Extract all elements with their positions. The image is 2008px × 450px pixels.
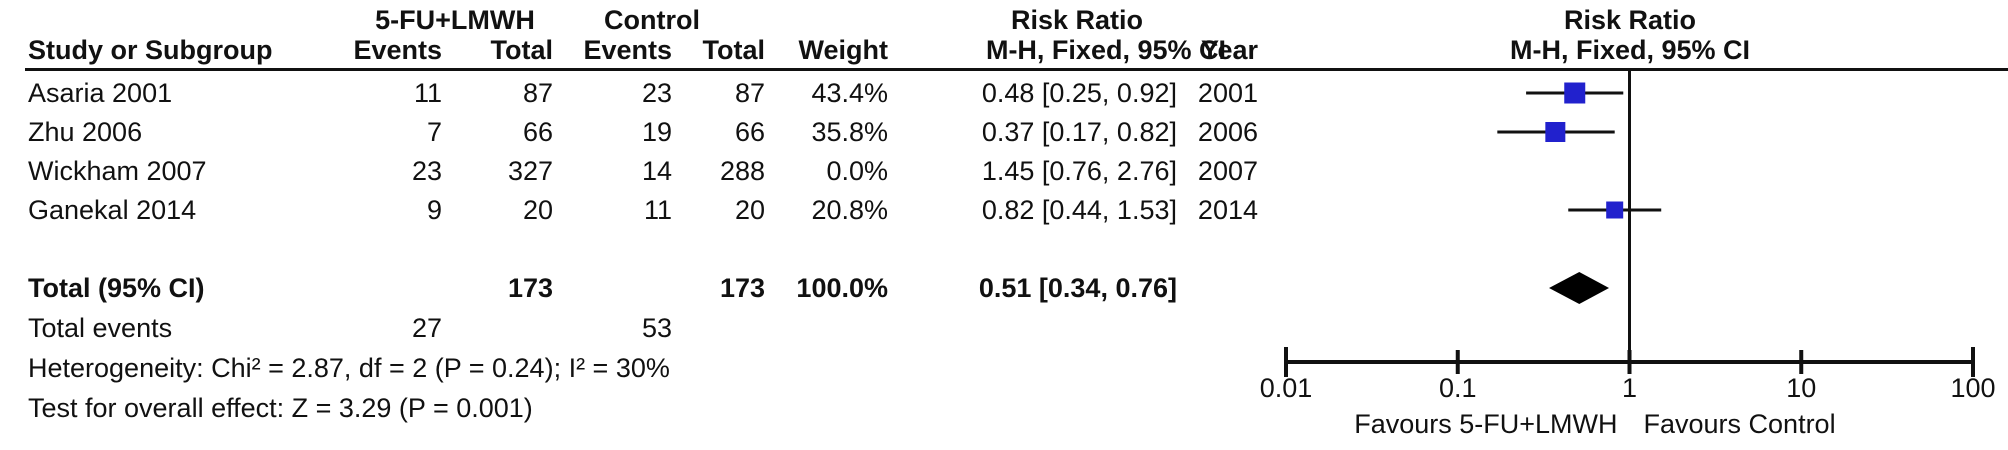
ci-value: 0.48 [0.25, 0.92] (981, 78, 1177, 108)
header-divider-rule (25, 68, 2008, 71)
ci-value: 0.37 [0.17, 0.82] (981, 117, 1177, 147)
plot-title: Risk Ratio (1563, 5, 1697, 35)
total-events-label: Total events (28, 313, 173, 343)
overall-effect-row: Test for overall effect: Z = 3.29 (P = 0… (0, 388, 2008, 428)
study-label: Ganekal 2014 (28, 195, 197, 225)
heterogeneity-text: Heterogeneity: Chi² = 2.87, df = 2 (P = … (28, 353, 670, 383)
total1-value: 327 (507, 156, 553, 186)
table-row: Ganekal 2014 9 20 11 20 20.8% 0.82 [0.44… (0, 190, 2008, 230)
weight-sum: 100.0% (796, 273, 888, 303)
total-events1: 27 (411, 313, 442, 343)
events2-value: 23 (641, 78, 672, 108)
risk-ratio-column-header: Risk Ratio (1010, 5, 1144, 35)
weight-value: 35.8% (811, 117, 888, 147)
overall-effect-text: Test for overall effect: Z = 3.29 (P = 0… (28, 393, 533, 423)
total1-value: 20 (522, 195, 553, 225)
study-column-header: Study or Subgroup (28, 35, 273, 65)
pooled-ci: 0.51 [0.34, 0.76] (978, 273, 1177, 303)
events1-column-header: Events (353, 35, 442, 65)
ci-column-header: M-H, Fixed, 95% CI (985, 35, 1226, 65)
ci-value: 1.45 [0.76, 2.76] (981, 156, 1177, 186)
total2-value: 288 (719, 156, 765, 186)
year-value: 2007 (1197, 156, 1258, 186)
treatment-group-header: 5-FU+LMWH (375, 5, 535, 35)
year-value: 2014 (1197, 195, 1258, 225)
study-label: Zhu 2006 (28, 117, 143, 147)
plot-subtitle: M-H, Fixed, 95% CI (1509, 35, 1751, 65)
table-row: Wickham 2007 23 327 14 288 0.0% 1.45 [0.… (0, 151, 2008, 191)
total2-column-header: Total (702, 35, 766, 65)
total-events2: 53 (641, 313, 672, 343)
ci-value: 0.82 [0.44, 1.53] (981, 195, 1177, 225)
events2-value: 11 (643, 195, 672, 225)
events2-column-header: Events (583, 35, 672, 65)
year-value: 2006 (1197, 117, 1258, 147)
column-header-row: Study or Subgroup Events Total Events To… (0, 30, 2008, 70)
year-value: 2001 (1197, 78, 1258, 108)
study-label: Wickham 2007 (28, 156, 207, 186)
table-row: Asaria 2001 11 87 23 87 43.4% 0.48 [0.25… (0, 73, 2008, 113)
study-label: Asaria 2001 (28, 78, 173, 108)
weight-value: 20.8% (811, 195, 888, 225)
total2-value: 87 (734, 78, 765, 108)
weight-value: 0.0% (826, 156, 888, 186)
events1-value: 11 (413, 78, 442, 108)
events2-value: 14 (641, 156, 672, 186)
heterogeneity-row: Heterogeneity: Chi² = 2.87, df = 2 (P = … (0, 348, 2008, 388)
events1-value: 7 (426, 117, 442, 147)
year-column-header: Year (1200, 35, 1258, 65)
table-row: Zhu 2006 7 66 19 66 35.8% 0.37 [0.17, 0.… (0, 112, 2008, 152)
events2-value: 19 (641, 117, 672, 147)
total-events-row: Total events 27 53 (0, 308, 2008, 348)
total2-sum: 173 (719, 273, 765, 303)
control-group-header: Control (604, 5, 700, 35)
total-label: Total (95% CI) (28, 273, 205, 303)
total2-value: 66 (734, 117, 765, 147)
total1-value: 66 (522, 117, 553, 147)
total1-value: 87 (522, 78, 553, 108)
weight-column-header: Weight (798, 35, 889, 65)
total-row: Total (95% CI) 173 173 100.0% 0.51 [0.34… (0, 268, 2008, 308)
weight-value: 43.4% (811, 78, 888, 108)
total1-column-header: Total (490, 35, 554, 65)
total2-value: 20 (734, 195, 765, 225)
events1-value: 9 (426, 195, 442, 225)
total1-sum: 173 (507, 273, 553, 303)
events1-value: 23 (411, 156, 442, 186)
group-header-row: 5-FU+LMWH Control Risk Ratio Risk Ratio (0, 0, 2008, 40)
